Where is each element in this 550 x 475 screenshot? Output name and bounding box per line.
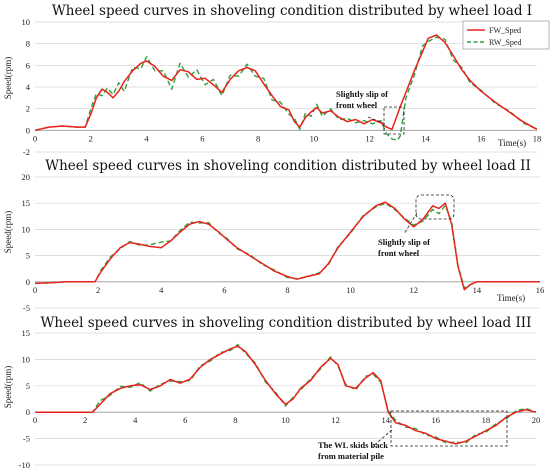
panel-2-y-label: Speed(rpm) xyxy=(3,211,13,254)
panel-2-series-fw-sped xyxy=(34,201,540,291)
panel-3-x-tick-label: 8 xyxy=(233,415,237,425)
slip-annotation-1-line1: Slightly slip of xyxy=(336,89,388,99)
panel-1-y-tick-label: 8 xyxy=(26,39,30,49)
panel-2-x-tick-label: 10 xyxy=(346,285,355,295)
panel-3-grid xyxy=(35,332,536,466)
panel-2-y-tick-label: 0 xyxy=(26,277,30,287)
panel-1-x-tick-label: 12 xyxy=(365,133,374,143)
panel-1-grid xyxy=(35,21,537,153)
panel-3-x-tick-label: 6 xyxy=(183,415,187,425)
slip-annotation-2: Slightly slip of front wheel xyxy=(378,237,432,258)
panel-2-y-ticks: -5 0 5 10 15 20 xyxy=(22,172,31,313)
panel-2-y-tick-label: -5 xyxy=(23,303,30,313)
panel-3: Wheel speed curves in shoveling conditio… xyxy=(3,315,540,470)
panel-2-x-tick-label: 6 xyxy=(222,285,226,295)
slip-arrow-2 xyxy=(403,212,418,235)
panel-2-x-tick-label: 12 xyxy=(410,285,419,295)
panel-2-x-tick-label: 0 xyxy=(33,285,37,295)
panel-3-series xyxy=(35,343,537,445)
panel-2-y-tick-label: 20 xyxy=(22,172,31,182)
panel-2-x-tick-label: 8 xyxy=(285,285,289,295)
panel-1-y-label: Speed(rpm) xyxy=(3,57,13,100)
panel-3-y-tick-label: 5 xyxy=(26,381,30,391)
panel-3-y-tick-label: 15 xyxy=(22,328,31,338)
panel-3-series-fw-sped xyxy=(35,345,537,445)
panel-1-x-tick-label: 10 xyxy=(310,133,319,143)
panel-1-x-label: Time(s) xyxy=(498,138,526,148)
panel-1-y-tick-label: 6 xyxy=(26,60,30,70)
panel-1-title: Wheel speed curves in shoveling conditio… xyxy=(52,3,532,19)
panel-1-x-tick-label: 0 xyxy=(33,133,37,143)
panel-3-y-tick-label: 10 xyxy=(22,354,31,364)
panel-1-y-ticks: -2 0 2 4 6 8 10 xyxy=(22,17,31,157)
panel-1-x-tick-label: 18 xyxy=(533,133,542,143)
panel-2-x-label: Time(s) xyxy=(497,293,525,303)
panel-1-x-tick-label: 16 xyxy=(477,133,486,143)
panel-3-y-tick-label: -10 xyxy=(19,460,30,470)
slip-annotation-2-line2: front wheel xyxy=(378,248,420,258)
panel-3-x-tick-label: 10 xyxy=(281,415,290,425)
panel-2-x-tick-label: 4 xyxy=(159,285,164,295)
legend-label-rw: RW_Sped xyxy=(489,38,521,47)
panel-3-y-ticks: -10 -5 0 5 10 15 xyxy=(19,328,30,470)
panel-3-x-tick-label: 18 xyxy=(482,415,491,425)
panel-2-x-tick-label: 2 xyxy=(96,285,100,295)
panel-3-x-tick-label: 20 xyxy=(532,415,541,425)
slip-annotation-1: Slightly slip of front wheel xyxy=(336,89,390,110)
panel-3-x-tick-label: 2 xyxy=(83,415,87,425)
slip-arrow-1 xyxy=(367,116,387,125)
panel-3-x-tick-label: 16 xyxy=(432,415,441,425)
panel-3-y-label: Speed(rpm) xyxy=(3,366,13,409)
panel-1-y-tick-label: 2 xyxy=(26,104,30,114)
panel-2-x-tick-label: 14 xyxy=(473,285,482,295)
panel-2-title: Wheel speed curves in shoveling conditio… xyxy=(45,158,531,174)
panel-2-x-tick-label: 16 xyxy=(536,285,545,295)
panel-1-series xyxy=(34,34,538,141)
skid-annotation-line2: from material pile xyxy=(318,451,384,461)
panel-2-y-tick-label: 15 xyxy=(22,198,31,208)
panel-1-series-rw-sped xyxy=(34,36,538,141)
panel-3-x-tick-label: 12 xyxy=(331,415,340,425)
panel-1-x-tick-label: 2 xyxy=(89,133,93,143)
panel-2-x-ticks: 0 2 4 6 8 10 12 14 16 xyxy=(33,285,544,295)
panel-1: Wheel speed curves in shoveling conditio… xyxy=(3,3,550,157)
skid-arrow xyxy=(371,429,393,448)
panel-3-title: Wheel speed curves in shoveling conditio… xyxy=(41,315,532,331)
panel-1-series-fw-sped xyxy=(34,34,538,132)
panel-2-series xyxy=(34,201,540,291)
panel-1-x-tick-label: 14 xyxy=(421,133,430,143)
panel-2-y-tick-label: 10 xyxy=(22,224,31,234)
slip-annotation-1-line2: front wheel xyxy=(336,100,378,110)
slip-box-1 xyxy=(383,106,405,135)
panel-1-y-tick-label: -2 xyxy=(23,147,30,157)
skid-box xyxy=(390,410,508,447)
panel-1-y-tick-label: 10 xyxy=(22,17,31,27)
panel-3-x-tick-label: 4 xyxy=(133,415,138,425)
panel-1-y-tick-label: 4 xyxy=(26,82,31,92)
panel-2-y-tick-label: 5 xyxy=(26,251,30,261)
panel-1-x-ticks: 0 2 4 6 8 10 12 14 16 18 xyxy=(33,133,541,143)
panel-3-x-tick-label: 14 xyxy=(381,415,390,425)
panel-3-y-tick-label: 0 xyxy=(26,407,30,417)
slip-annotation-2-line1: Slightly slip of xyxy=(378,237,430,247)
skid-annotation-line1: The WL skids back xyxy=(318,440,388,450)
panel-1-x-tick-label: 8 xyxy=(256,133,260,143)
skid-annotation: The WL skids back from material pile xyxy=(318,440,390,461)
panel-3-x-tick-label: 0 xyxy=(33,415,37,425)
panel-2-grid xyxy=(35,176,540,309)
panel-2: Wheel speed curves in shoveling conditio… xyxy=(3,158,544,313)
panel-1-x-tick-label: 4 xyxy=(144,133,149,143)
slip-box-2 xyxy=(415,194,455,220)
panel-3-x-ticks: 0 2 4 6 8 10 12 14 16 18 20 xyxy=(33,415,540,425)
legend-box xyxy=(462,20,550,50)
panel-3-y-tick-label: -5 xyxy=(23,434,30,444)
panel-1-x-tick-label: 6 xyxy=(200,133,204,143)
panel-1-y-tick-label: 0 xyxy=(26,125,30,135)
legend: FW_Sped RW_Sped xyxy=(462,20,550,50)
panel-2-series-rw-sped xyxy=(34,202,540,289)
legend-label-fw: FW_Sped xyxy=(489,26,521,35)
